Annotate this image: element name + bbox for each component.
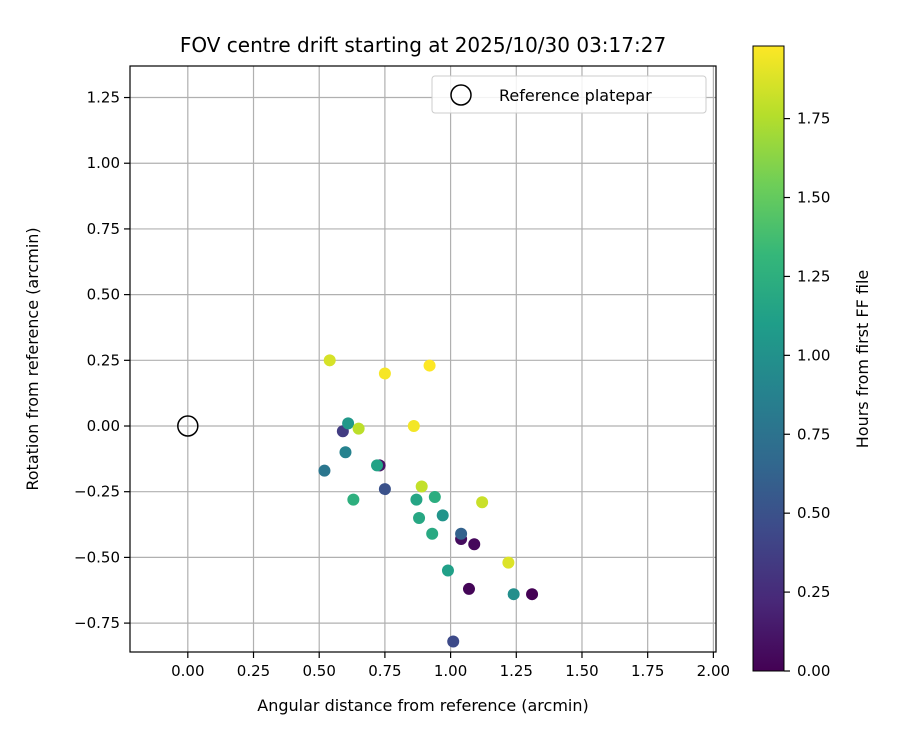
- data-point: [347, 493, 360, 506]
- y-tick-label: −0.50: [74, 548, 120, 566]
- data-point: [462, 582, 475, 595]
- data-point: [447, 635, 460, 648]
- data-point: [318, 464, 331, 477]
- data-point: [502, 556, 515, 569]
- data-point: [436, 509, 449, 522]
- x-tick-label: 0.50: [302, 662, 335, 680]
- x-tick-label: 1.50: [565, 662, 598, 680]
- colorbar-tick-label: 0.25: [797, 583, 830, 601]
- colorbar-tick-label: 0.00: [797, 662, 830, 680]
- legend: Reference platepar: [431, 75, 707, 114]
- data-point: [455, 527, 468, 540]
- y-axis-ticks: −0.75 −0.50 −0.25 0.00 0.25 0.50 0.75 1.00 1.25: [74, 89, 130, 632]
- colorbar-tick-label: 0.75: [797, 425, 830, 443]
- data-point: [413, 511, 426, 524]
- data-point: [352, 422, 365, 435]
- colorbar-gradient: [753, 46, 784, 671]
- colorbar: 0.00 0.25 0.50 0.75 1.00 1.25 1.50 1.75 Hours f…: [752, 45, 872, 680]
- colorbar-ticks: 0.00 0.25 0.50 0.75 1.00 1.25 1.50 1.75: [784, 110, 830, 680]
- x-axis-label: Angular distance from reference (arcmin): [257, 696, 588, 715]
- y-tick-label: 0.75: [87, 220, 120, 238]
- data-point: [476, 496, 489, 509]
- reference-marker-icon: [177, 415, 199, 437]
- data-point: [507, 588, 520, 601]
- grid: [130, 66, 716, 652]
- data-point: [371, 459, 384, 472]
- y-tick-label: −0.75: [74, 614, 120, 632]
- data-point: [407, 420, 420, 433]
- colorbar-tick-label: 1.25: [797, 267, 830, 285]
- data-point: [428, 490, 441, 503]
- data-points: [318, 354, 539, 648]
- data-point: [468, 538, 481, 551]
- data-point: [423, 359, 436, 372]
- data-point: [378, 483, 391, 496]
- y-tick-label: −0.25: [74, 483, 120, 501]
- x-axis-ticks: 0.00 0.25 0.50 0.75 1.00 1.25 1.50 1.75 2.00: [171, 652, 730, 680]
- chart-title: FOV centre drift starting at 2025/10/30 …: [180, 33, 666, 57]
- y-tick-label: 1.00: [87, 154, 120, 172]
- legend-label: Reference platepar: [499, 86, 652, 105]
- x-tick-label: 0.25: [237, 662, 270, 680]
- data-point: [526, 588, 539, 601]
- data-point: [378, 367, 391, 380]
- y-tick-label: 1.25: [87, 89, 120, 107]
- x-tick-label: 1.25: [500, 662, 533, 680]
- y-tick-label: 0.25: [87, 351, 120, 369]
- x-tick-label: 2.00: [697, 662, 730, 680]
- colorbar-tick-label: 1.50: [797, 189, 830, 207]
- x-tick-label: 0.75: [368, 662, 401, 680]
- colorbar-tick-label: 1.75: [797, 110, 830, 128]
- data-point: [339, 446, 352, 459]
- data-point: [426, 527, 439, 540]
- x-tick-label: 0.00: [171, 662, 204, 680]
- colorbar-tick-label: 1.00: [797, 346, 830, 364]
- reference-marker-layer: [177, 415, 199, 437]
- legend-box: [431, 75, 707, 114]
- data-point: [342, 417, 355, 430]
- data-point: [323, 354, 336, 367]
- x-tick-label: 1.00: [434, 662, 467, 680]
- data-point: [415, 480, 428, 493]
- colorbar-label: Hours from first FF file: [853, 270, 872, 449]
- data-point: [410, 493, 423, 506]
- plot-frame: [129, 65, 717, 653]
- y-tick-label: 0.00: [87, 417, 120, 435]
- y-tick-label: 0.50: [87, 286, 120, 304]
- colorbar-tick-label: 0.50: [797, 504, 830, 522]
- data-point: [441, 564, 454, 577]
- legend-marker-icon: [450, 84, 472, 106]
- x-tick-label: 1.75: [631, 662, 664, 680]
- y-axis-label: Rotation from reference (arcmin): [23, 227, 42, 490]
- colorbar-frame: [752, 45, 785, 672]
